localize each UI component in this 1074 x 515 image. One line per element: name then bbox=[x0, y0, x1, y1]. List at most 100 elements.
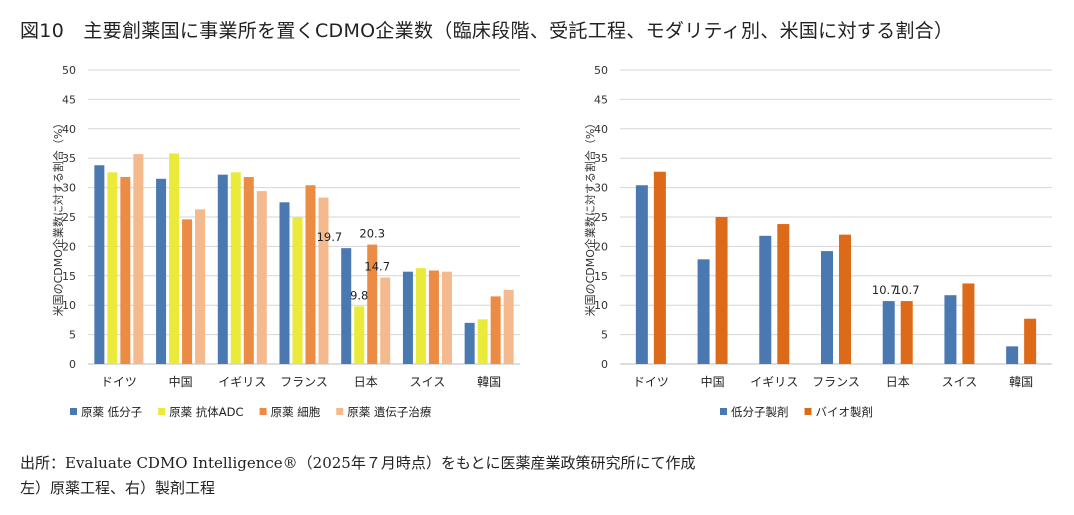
bar bbox=[490, 296, 501, 364]
bar bbox=[354, 306, 365, 364]
bar bbox=[759, 235, 772, 364]
bar bbox=[962, 283, 975, 364]
legend-swatch bbox=[70, 408, 77, 415]
y-tick-label: 45 bbox=[594, 93, 608, 106]
y-tick-label: 25 bbox=[62, 211, 76, 224]
x-tick-label: スイス bbox=[942, 375, 978, 389]
data-label: 19.7 bbox=[317, 230, 343, 244]
x-tick-label: スイス bbox=[410, 375, 446, 389]
y-tick-label: 35 bbox=[594, 152, 608, 165]
y-tick-label: 0 bbox=[69, 358, 76, 371]
bar bbox=[380, 277, 391, 364]
legend-label: 原薬 抗体ADC bbox=[169, 405, 243, 419]
y-tick-label: 5 bbox=[601, 329, 608, 342]
y-tick-label: 15 bbox=[594, 270, 608, 283]
bar bbox=[182, 219, 193, 364]
legend-label: 原薬 細胞 bbox=[271, 405, 321, 419]
y-tick-label: 45 bbox=[62, 93, 76, 106]
y-tick-label: 25 bbox=[594, 211, 608, 224]
bar bbox=[217, 174, 228, 364]
bar bbox=[944, 295, 957, 364]
bar bbox=[94, 165, 105, 364]
bar bbox=[133, 154, 144, 364]
bar bbox=[256, 191, 267, 364]
y-tick-label: 10 bbox=[594, 299, 608, 312]
bar bbox=[464, 322, 475, 364]
y-tick-label: 0 bbox=[601, 358, 608, 371]
legend-label: 原薬 低分子 bbox=[81, 405, 142, 419]
figure-title: 図10 主要創薬国に事業所を置くCDMO企業数（臨床段階、受託工程、モダリティ別… bbox=[20, 20, 954, 42]
bar bbox=[882, 301, 895, 364]
bar bbox=[279, 202, 290, 364]
bar bbox=[900, 301, 913, 364]
bar bbox=[107, 172, 118, 364]
legend-swatch bbox=[158, 408, 166, 415]
bar bbox=[318, 197, 329, 364]
y-axis-label: 米国のCDMO企業数に対する割合（%） bbox=[583, 118, 597, 317]
x-tick-label: 日本 bbox=[886, 375, 910, 389]
legend-swatch bbox=[336, 408, 344, 415]
y-tick-label: 30 bbox=[62, 182, 76, 195]
y-tick-label: 50 bbox=[62, 64, 76, 77]
y-tick-label: 30 bbox=[594, 182, 608, 195]
bar bbox=[635, 185, 648, 364]
data-label: 9.8 bbox=[350, 288, 368, 302]
y-tick-label: 35 bbox=[62, 152, 76, 165]
bar bbox=[156, 178, 167, 364]
data-label: 10.7 bbox=[894, 283, 920, 297]
y-axis-label: 米国のCDMO企業数に対する割合（%） bbox=[51, 118, 65, 317]
legend-swatch bbox=[259, 408, 267, 415]
bar bbox=[653, 171, 666, 364]
bar bbox=[402, 271, 413, 364]
bar bbox=[169, 153, 180, 364]
bar bbox=[341, 248, 352, 364]
x-tick-label: 日本 bbox=[354, 375, 378, 389]
y-tick-label: 20 bbox=[594, 240, 608, 253]
x-tick-label: ドイツ bbox=[101, 375, 137, 389]
x-tick-label: 中国 bbox=[169, 374, 193, 389]
y-tick-label: 15 bbox=[62, 270, 76, 283]
x-tick-label: ドイツ bbox=[633, 375, 669, 389]
x-tick-label: フランス bbox=[812, 375, 860, 389]
bar bbox=[821, 251, 833, 364]
bar bbox=[697, 259, 710, 364]
bar bbox=[477, 319, 488, 364]
panel-note: 左）原薬工程、右）製剤工程 bbox=[20, 479, 216, 497]
bar bbox=[1006, 346, 1019, 364]
legend-swatch bbox=[720, 408, 727, 415]
x-tick-label: フランス bbox=[280, 375, 328, 389]
x-tick-label: 中国 bbox=[701, 374, 725, 389]
data-label: 14.7 bbox=[364, 260, 390, 274]
x-tick-label: イギリス bbox=[750, 375, 798, 389]
bar bbox=[415, 268, 426, 364]
bar bbox=[715, 217, 728, 364]
bar bbox=[1024, 318, 1037, 364]
y-tick-label: 40 bbox=[62, 123, 76, 136]
bar bbox=[441, 271, 452, 364]
bar bbox=[503, 289, 514, 364]
bar bbox=[195, 209, 206, 364]
source-note: 出所：Evaluate CDMO Intelligence®（2025年７月時点… bbox=[20, 454, 696, 472]
bar bbox=[777, 224, 790, 364]
bar bbox=[839, 234, 851, 364]
x-tick-label: 韓国 bbox=[1009, 375, 1033, 389]
bar bbox=[305, 185, 316, 364]
y-tick-label: 50 bbox=[594, 64, 608, 77]
bar bbox=[230, 172, 241, 364]
data-label: 10.7 bbox=[872, 283, 898, 297]
legend-label: 原薬 遺伝子治療 bbox=[347, 405, 432, 419]
y-tick-label: 40 bbox=[594, 123, 608, 136]
data-label: 20.3 bbox=[359, 227, 385, 241]
y-tick-label: 5 bbox=[69, 329, 76, 342]
bar bbox=[120, 177, 131, 364]
legend-label: バイオ製剤 bbox=[816, 405, 874, 419]
x-tick-label: 韓国 bbox=[477, 375, 501, 389]
legend-label: 低分子製剤 bbox=[731, 405, 789, 419]
bar bbox=[292, 217, 303, 364]
y-tick-label: 20 bbox=[62, 240, 76, 253]
bar bbox=[367, 244, 378, 364]
bar bbox=[428, 270, 439, 364]
legend-swatch bbox=[804, 408, 812, 415]
x-tick-label: イギリス bbox=[218, 375, 266, 389]
